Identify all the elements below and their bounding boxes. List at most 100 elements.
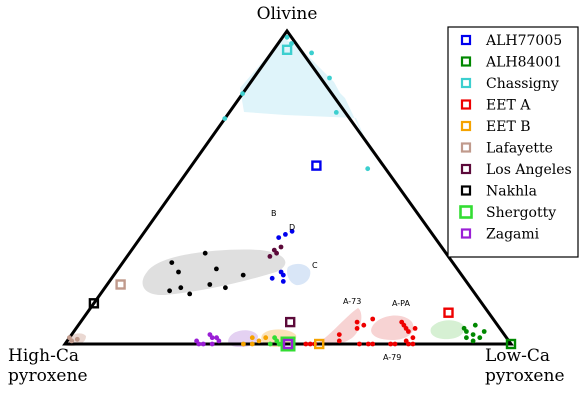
point-chassigny-6 [333,110,339,115]
bulk-marker-chassigny [281,44,293,55]
legend-label-alh77005: ALH77005 [485,33,562,49]
point-nakhla-3 [176,269,181,275]
point-eet-a-19 [410,335,416,341]
point-los-angeles-3 [267,254,273,259]
eeta-73-field [318,308,362,346]
legend: ALH77005 ALH84001 Chassigny EET A EET B Lafay… [447,26,579,258]
field-label-d: D [289,223,295,232]
point-chassigny-2 [309,50,314,56]
point-zagami-6 [216,338,222,344]
point-eet-a-1 [354,319,360,325]
legend-marker-lafayette [460,142,472,153]
bulk-marker-alh77005 [311,160,322,171]
point-eet-a-13 [388,341,393,347]
point-eet-b-4 [241,341,246,347]
field-label-apa: A-PA [392,299,410,308]
point-alh84001-4 [472,322,478,328]
legend-label-lafayette: Lafayette [486,141,553,157]
point-eet-a-2 [370,316,376,322]
bulk-marker-zagami [282,338,294,350]
point-alh84001-7 [481,329,487,334]
legend-label-shergotty: Shergotty [486,205,556,221]
field-label-b: B [271,209,277,218]
legend-marker-zagami [460,228,472,239]
vertex-label-low-ca-1: Low-Ca [485,346,550,366]
point-chassigny-4 [222,116,228,121]
point-eet-a-16 [406,329,411,334]
point-lafayette-2 [69,338,75,344]
point-eet-a-17 [399,319,405,325]
legend-marker-eet-b [460,120,472,132]
point-shergotty-3 [272,335,277,341]
nakhla-field [142,249,286,296]
point-los-angeles-2 [274,250,279,256]
point-alh77005-2 [276,235,282,241]
point-zagami-5 [207,332,213,337]
vertex-label-olivine: Olivine [257,4,318,24]
legend-label-alh84001: ALH84001 [485,55,562,71]
point-eet-a-10 [365,341,371,347]
point-alh77005-6 [278,269,284,275]
field-label-a73: A-73 [343,297,361,306]
chassigny-field [240,38,380,172]
point-nakhla-5 [223,285,228,291]
bulk-composition-layer [88,44,517,352]
point-chassigny-5 [327,75,332,81]
point-alh84001-5 [477,335,483,341]
point-nakhla-9 [207,282,213,287]
point-chassigny-3 [240,91,246,96]
bulk-marker-shergotty [280,336,296,352]
legend-label-chassigny: Chassigny [486,76,559,92]
vertex-label-high-ca-1: High-Ca [8,346,79,366]
point-eet-a-4 [336,332,342,337]
point-nakhla-2 [214,266,219,272]
point-chassigny-1 [284,34,290,40]
point-alh84001-3 [470,332,476,337]
point-eet-a-5 [336,338,342,344]
bulk-marker-alh84001 [505,338,517,350]
bulk-marker-lafayette [115,279,126,290]
legend-label-los-angeles: Los Angeles [486,162,572,178]
bulk-marker-nakhla [88,298,100,309]
legend-marker-chassigny [460,77,472,89]
point-eet-a-9 [357,341,362,347]
point-eet-b-1 [249,341,255,347]
point-alh84001-6 [470,338,476,344]
legend-marker-alh84001 [460,56,472,67]
point-eet-a-0 [361,322,367,328]
point-shergotty-2 [276,341,282,347]
vertex-label-high-ca-2: pyroxene [8,366,88,386]
point-eet-a-7 [303,341,309,347]
legend-marker-alh77005 [460,34,472,46]
point-eet-b-3 [263,335,269,341]
point-eet-b-2 [256,338,262,344]
ternary-triangle [62,28,514,346]
legend-label-zagami: Zagami [486,227,540,243]
vertex-label-low-ca-2: pyroxene [485,366,565,386]
point-alh84001-2 [464,335,469,341]
point-eet-a-18 [412,326,418,331]
legend-marker-eet-a [460,99,472,110]
point-eet-a-21 [406,341,411,347]
bulk-marker-eet-b [314,338,325,350]
alh-c-field [286,263,311,286]
point-shergotty-0 [267,341,273,347]
point-nakhla-8 [167,288,173,294]
legend-label-eet-a: EET A [486,98,531,114]
analysis-points-layer [67,34,487,347]
point-zagami-4 [200,341,206,347]
field-label-a79: A-79 [383,353,401,362]
point-nakhla-0 [202,250,208,256]
point-nakhla-7 [178,285,184,291]
legend-marker-shergotty [459,205,473,219]
point-zagami-7 [209,341,215,347]
legend-label-eet-b: EET B [486,119,531,135]
legend-marker-los-angeles [460,163,472,175]
point-eet-a-12 [392,341,398,347]
point-eet-a-3 [354,326,360,331]
point-eet-a-8 [307,341,313,347]
point-nakhla-4 [240,272,246,278]
bulk-marker-los-angeles [285,316,296,328]
point-eet-a-22 [410,341,416,347]
legend-label-nakhla: Nakhla [486,184,537,200]
